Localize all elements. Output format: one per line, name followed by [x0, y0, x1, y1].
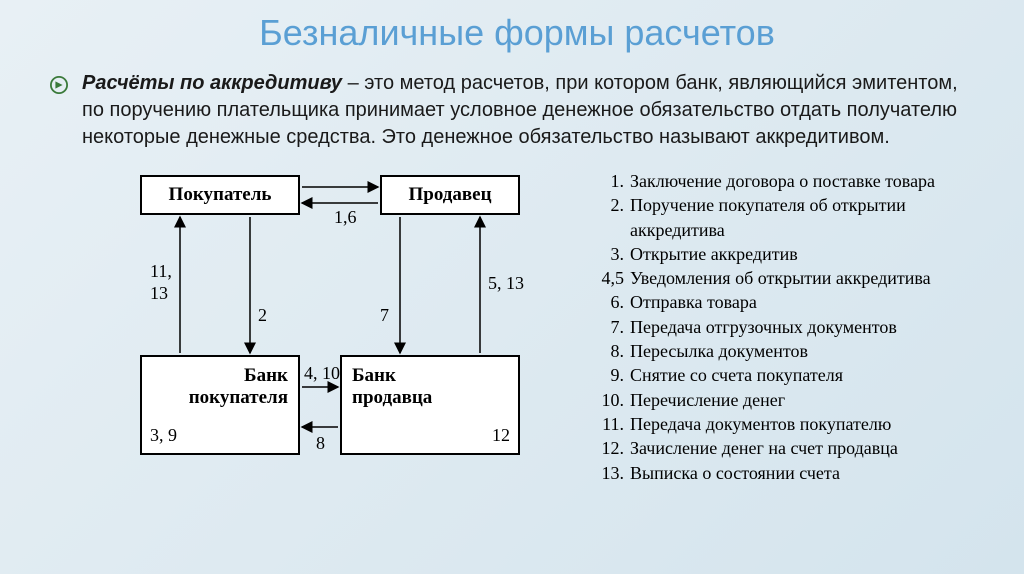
slide-title: Безналичные формы расчетов	[50, 12, 984, 54]
slide-container: Безналичные формы расчетов Расчёты по ак…	[0, 0, 1024, 515]
edge-top: 1,6	[334, 207, 357, 228]
legend-item: 7.Передача отгрузочных документов	[600, 315, 984, 339]
edge-left1: 11,	[150, 261, 172, 282]
bank-buyer-num: 3, 9	[150, 425, 177, 446]
edge-left2: 2	[258, 305, 267, 326]
legend-item: 10.Перечисление денег	[600, 388, 984, 412]
bullet-icon	[50, 76, 68, 94]
legend-item: 9.Снятие со счета покупателя	[600, 363, 984, 387]
legend-item: 13.Выписка о состоянии счета	[600, 461, 984, 485]
edge-left1b: 13	[150, 283, 168, 304]
bank-seller-num: 12	[492, 425, 510, 446]
legend-item: 1.Заключение договора о поставке товара	[600, 169, 984, 193]
node-bank-buyer: Банк покупателя 3, 9	[140, 355, 300, 455]
edge-right2: 5, 13	[488, 273, 524, 294]
legend-item: 4,5Уведомления об открытии аккредитива	[600, 266, 984, 290]
node-buyer: Покупатель	[140, 175, 300, 215]
legend-item: 8.Пересылка документов	[600, 339, 984, 363]
content-row: Покупатель Продавец Банк покупателя 3, 9…	[80, 165, 984, 495]
node-bank-seller: Банк продавца 12	[340, 355, 520, 455]
legend-item: 3.Открытие аккредитив	[600, 242, 984, 266]
edge-mid1: 4, 10	[304, 363, 340, 384]
definition-text: Расчёты по аккредитиву – это метод расче…	[82, 70, 984, 151]
bank-seller-l1: Банк	[352, 365, 396, 387]
flowchart: Покупатель Продавец Банк покупателя 3, 9…	[80, 165, 580, 495]
bank-buyer-l1: Банк	[244, 365, 288, 387]
legend-item: 11.Передача документов покупателю	[600, 412, 984, 436]
legend-item: 12.Зачисление денег на счет продавца	[600, 436, 984, 460]
edge-mid2: 8	[316, 433, 325, 454]
node-seller: Продавец	[380, 175, 520, 215]
bank-seller-l2: продавца	[352, 387, 432, 409]
term: Расчёты по аккредитиву	[82, 72, 342, 94]
bank-buyer-l2: покупателя	[189, 387, 288, 409]
bullet-paragraph: Расчёты по аккредитиву – это метод расче…	[50, 70, 984, 151]
legend-item: 6.Отправка товара	[600, 290, 984, 314]
legend-list: 1.Заключение договора о поставке товара …	[600, 165, 984, 495]
edge-right1: 7	[380, 305, 389, 326]
legend-item: 2.Поручение покупателя об открытии аккре…	[600, 193, 984, 242]
